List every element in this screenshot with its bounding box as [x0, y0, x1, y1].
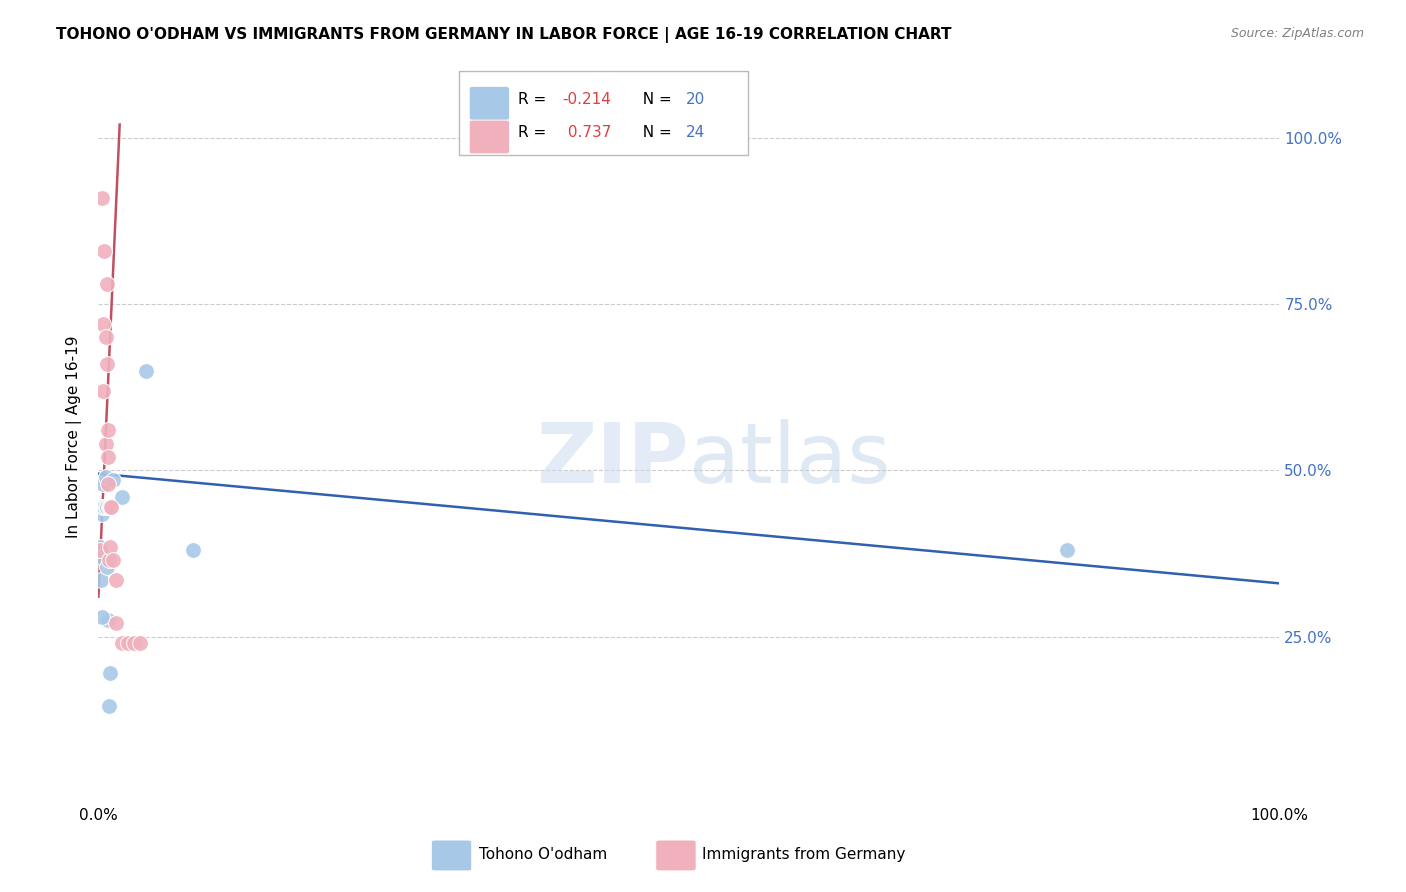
Text: 20: 20: [685, 92, 704, 107]
FancyBboxPatch shape: [432, 840, 471, 871]
Point: [94, 436, 117, 450]
Point: [98, 540, 121, 554]
Point: [91, 317, 114, 331]
Point: [91, 500, 114, 514]
Point: [90, 549, 112, 564]
Text: TOHONO O'ODHAM VS IMMIGRANTS FROM GERMANY IN LABOR FORCE | AGE 16-19 CORRELATION: TOHONO O'ODHAM VS IMMIGRANTS FROM GERMAN…: [56, 27, 952, 43]
Text: N =: N =: [634, 92, 678, 107]
Text: R =: R =: [517, 92, 551, 107]
Point: [135, 363, 157, 377]
Point: [97, 613, 120, 627]
Point: [111, 636, 134, 650]
Point: [91, 609, 114, 624]
Point: [98, 500, 121, 514]
Point: [91, 191, 114, 205]
Point: [122, 636, 145, 650]
Point: [91, 384, 114, 398]
FancyBboxPatch shape: [470, 87, 509, 120]
Point: [96, 277, 118, 292]
Point: [96, 559, 118, 574]
Point: [97, 424, 120, 438]
Y-axis label: In Labor Force | Age 16-19: In Labor Force | Age 16-19: [66, 335, 83, 539]
Text: R =: R =: [517, 125, 551, 140]
Point: [98, 500, 121, 514]
Point: [94, 330, 117, 344]
Point: [96, 357, 118, 371]
Point: [98, 553, 121, 567]
FancyBboxPatch shape: [458, 71, 748, 155]
Point: [98, 699, 121, 714]
Point: [91, 476, 114, 491]
Point: [181, 543, 204, 558]
FancyBboxPatch shape: [655, 840, 696, 871]
Point: [1056, 543, 1078, 558]
Text: Immigrants from Germany: Immigrants from Germany: [702, 847, 905, 863]
Point: [97, 476, 120, 491]
Point: [93, 500, 115, 514]
Point: [94, 470, 117, 484]
Text: Source: ZipAtlas.com: Source: ZipAtlas.com: [1230, 27, 1364, 40]
Text: atlas: atlas: [689, 418, 890, 500]
Point: [105, 573, 128, 587]
Point: [101, 473, 124, 487]
Text: N =: N =: [634, 125, 678, 140]
Point: [91, 507, 114, 521]
Point: [89, 540, 111, 554]
Text: 0.737: 0.737: [562, 125, 612, 140]
Point: [93, 244, 115, 258]
Point: [117, 636, 139, 650]
Point: [101, 553, 124, 567]
Point: [97, 450, 120, 464]
Point: [128, 636, 150, 650]
Point: [94, 500, 117, 514]
Text: -0.214: -0.214: [562, 92, 612, 107]
Text: ZIP: ZIP: [537, 418, 689, 500]
Point: [100, 500, 122, 514]
Point: [90, 573, 112, 587]
Text: Tohono O'odham: Tohono O'odham: [478, 847, 607, 863]
FancyBboxPatch shape: [470, 120, 509, 153]
Text: 24: 24: [685, 125, 704, 140]
Point: [96, 500, 118, 514]
Point: [89, 543, 111, 558]
Point: [98, 666, 121, 681]
Point: [111, 490, 134, 504]
Point: [105, 616, 128, 631]
